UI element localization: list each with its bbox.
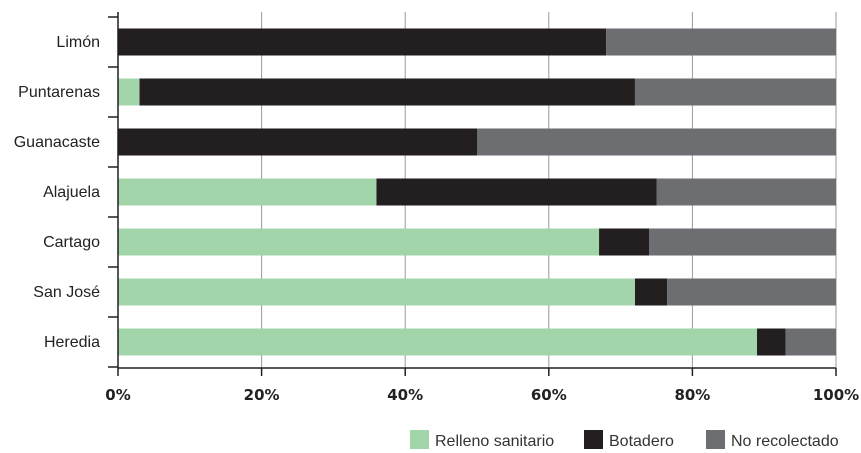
bar-puntarenas-series-0 [118, 78, 140, 106]
bar-heredia-series-2 [785, 328, 836, 356]
bar-cartago-series-1 [599, 228, 650, 256]
legend-label: Relleno sanitario [435, 433, 554, 450]
x-tick-label: 60% [531, 386, 567, 404]
legend-swatch [410, 430, 429, 449]
x-tick-label: 40% [387, 386, 423, 404]
bar-alajuela-series-0 [118, 178, 377, 206]
axes [108, 12, 837, 376]
legend-label: Botadero [609, 433, 674, 450]
legend-swatch [706, 430, 725, 449]
bar-lim-n-series-1 [118, 28, 607, 56]
category-label: San José [33, 284, 100, 301]
category-labels: Limón Puntarenas Guanacaste Alajuela Cartago… [14, 34, 100, 351]
bar-guanacaste-series-1 [118, 128, 477, 156]
category-label: Guanacaste [14, 134, 100, 151]
x-tick-labels: 0% 20% 40% 60% 80% 100% [105, 386, 859, 404]
bar-cartago-series-0 [118, 228, 600, 256]
category-label: Alajuela [43, 184, 100, 201]
bar-puntarenas-series-2 [634, 78, 836, 106]
bar-guanacaste-series-2 [477, 128, 836, 156]
legend: Relleno sanitario Botadero No recolectado [410, 430, 839, 450]
bar-lim-n-series-2 [606, 28, 836, 56]
bar-san-jos--series-2 [667, 278, 836, 306]
bar-heredia-series-1 [757, 328, 786, 356]
x-tick-label: 80% [674, 386, 710, 404]
category-label: Limón [56, 34, 100, 51]
legend-swatch [584, 430, 603, 449]
category-label: Puntarenas [18, 84, 100, 101]
bar-heredia-series-0 [118, 328, 758, 356]
category-label: Cartago [43, 234, 100, 251]
bar-san-jos--series-0 [118, 278, 635, 306]
bar-puntarenas-series-1 [139, 78, 635, 106]
bar-alajuela-series-2 [656, 178, 836, 206]
category-label: Heredia [44, 334, 100, 351]
bar-cartago-series-2 [649, 228, 836, 256]
x-tick-label: 20% [244, 386, 280, 404]
bar-san-jos--series-1 [634, 278, 668, 306]
x-tick-label: 100% [813, 386, 859, 404]
bars [118, 28, 836, 356]
legend-label: No recolectado [731, 433, 839, 450]
bar-alajuela-series-1 [376, 178, 657, 206]
x-tick-label: 0% [105, 386, 130, 404]
